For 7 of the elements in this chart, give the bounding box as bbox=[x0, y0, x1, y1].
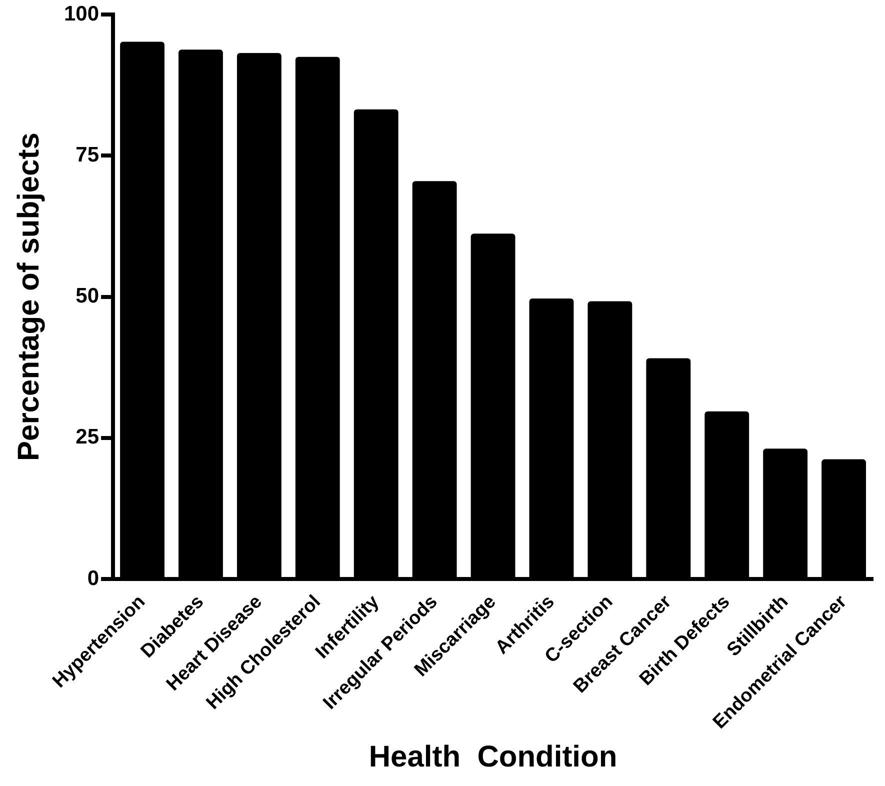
y-axis-title: Percentage of subjects bbox=[12, 132, 46, 462]
y-tick-label: 25 bbox=[76, 426, 100, 449]
y-tick-label: 100 bbox=[64, 2, 100, 26]
y-tick-label: 75 bbox=[76, 143, 100, 166]
x-axis-title: Health Condition bbox=[368, 740, 618, 774]
y-tick-label: 0 bbox=[87, 566, 100, 590]
y-tick-label: 50 bbox=[76, 284, 100, 308]
